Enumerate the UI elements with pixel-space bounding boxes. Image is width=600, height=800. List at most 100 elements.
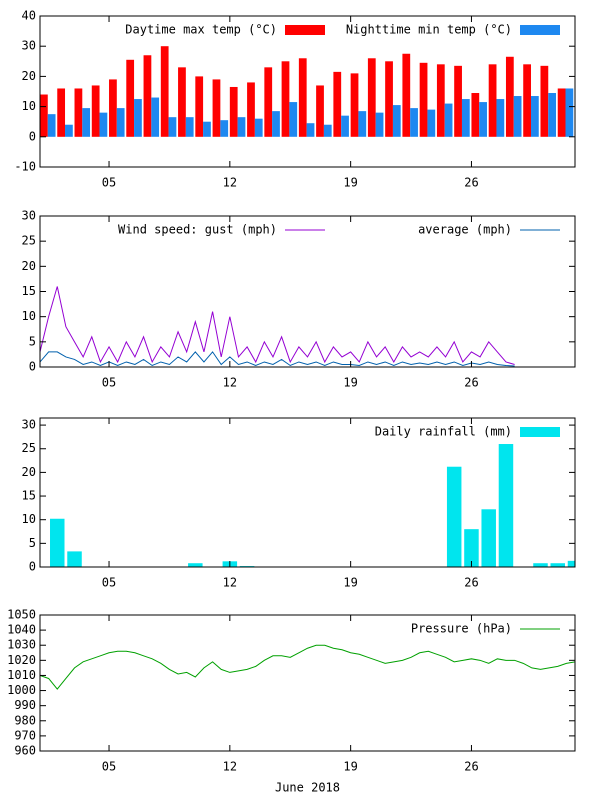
bar (67, 551, 82, 567)
y-tick-label: 40 (22, 9, 36, 23)
bar (481, 509, 496, 567)
y-tick-label: 30 (22, 39, 36, 53)
bar (289, 102, 298, 137)
y-tick-label: 980 (14, 713, 36, 727)
x-tick-label: 05 (102, 760, 116, 774)
bar (464, 529, 479, 567)
x-tick-label: 12 (223, 176, 237, 190)
bar (82, 108, 91, 137)
bar (505, 56, 514, 137)
plot-frame (39, 417, 576, 568)
y-tick-label: 990 (14, 698, 36, 712)
bar (65, 124, 73, 137)
bar (178, 67, 186, 137)
bar (323, 124, 332, 137)
y-tick-label: 10 (22, 99, 36, 113)
bar (419, 62, 428, 137)
x-tick-label: 26 (464, 760, 478, 774)
bar (385, 61, 393, 137)
bar (229, 86, 238, 137)
bar (488, 64, 497, 137)
bar (454, 65, 462, 137)
x-tick-label: 12 (223, 576, 237, 590)
legend-label: Wind speed: gust (mph) (118, 223, 277, 237)
bar (567, 560, 575, 567)
bar (188, 563, 203, 567)
bar (91, 85, 100, 137)
legend-label: Daily rainfall (mm) (375, 425, 512, 439)
bar (316, 85, 324, 137)
bar (523, 64, 531, 137)
y-tick-label: -10 (14, 160, 36, 174)
y-tick-label: 20 (22, 465, 36, 479)
y-tick-label: 5 (29, 334, 36, 348)
bar (143, 55, 152, 137)
x-tick-label: 05 (102, 576, 116, 590)
bar (367, 58, 376, 137)
bar (461, 99, 470, 137)
y-tick-label: 25 (22, 234, 36, 248)
bar (185, 117, 194, 137)
bar (109, 79, 117, 137)
y-tick-label: 0 (29, 129, 36, 143)
y-tick-label: 10 (22, 512, 36, 526)
bar (341, 115, 349, 137)
y-tick-label: 960 (14, 744, 36, 758)
plot-area (50, 444, 575, 567)
x-tick-label: 05 (102, 176, 116, 190)
y-tick-label: 10 (22, 309, 36, 323)
legend-swatch (285, 25, 325, 35)
legend-label: Nighttime min temp (°C) (346, 23, 512, 37)
bar (272, 111, 280, 137)
legend-swatch (520, 25, 560, 35)
y-tick-label: 1030 (7, 638, 36, 652)
bar (40, 94, 48, 137)
bar (50, 518, 65, 567)
bar (358, 111, 367, 137)
x-tick-label: 19 (343, 176, 357, 190)
bar (496, 99, 505, 137)
y-tick-label: 1000 (7, 683, 36, 697)
bar (479, 102, 487, 137)
bar (471, 93, 480, 137)
bar (237, 117, 246, 137)
bar (47, 114, 56, 137)
y-tick-label: 30 (22, 209, 36, 223)
y-tick-label: 1050 (7, 608, 36, 622)
bar (444, 103, 453, 137)
legend-label: Daytime max temp (°C) (125, 23, 277, 37)
bar (264, 67, 273, 137)
bar (548, 93, 557, 137)
y-tick-label: 1020 (7, 653, 36, 667)
legend-label: Pressure (hPa) (411, 622, 512, 636)
bar (392, 105, 401, 137)
y-tick-label: 15 (22, 489, 36, 503)
bar (410, 108, 418, 137)
y-tick-label: 15 (22, 284, 36, 298)
bar (565, 88, 574, 137)
x-tick-label: 05 (102, 376, 116, 390)
y-tick-label: 30 (22, 418, 36, 432)
bar (203, 121, 211, 137)
y-tick-label: 0 (29, 360, 36, 374)
plot-area (40, 46, 574, 137)
y-tick-label: 970 (14, 728, 36, 742)
bar (57, 88, 66, 137)
y-tick-label: 20 (22, 69, 36, 83)
plot-area (40, 286, 515, 367)
data-line (40, 286, 515, 365)
bar (160, 46, 169, 137)
y-tick-label: 20 (22, 259, 36, 273)
x-axis-label: June 2018 (275, 781, 340, 795)
bar (212, 79, 221, 137)
data-line (40, 351, 515, 367)
x-tick-label: 26 (464, 376, 478, 390)
x-tick-label: 26 (464, 576, 478, 590)
bar (74, 88, 83, 137)
x-tick-label: 12 (223, 376, 237, 390)
x-tick-label: 12 (223, 760, 237, 774)
bar (402, 53, 411, 137)
data-line (40, 644, 575, 690)
bar (550, 563, 565, 567)
x-tick-label: 19 (343, 376, 357, 390)
